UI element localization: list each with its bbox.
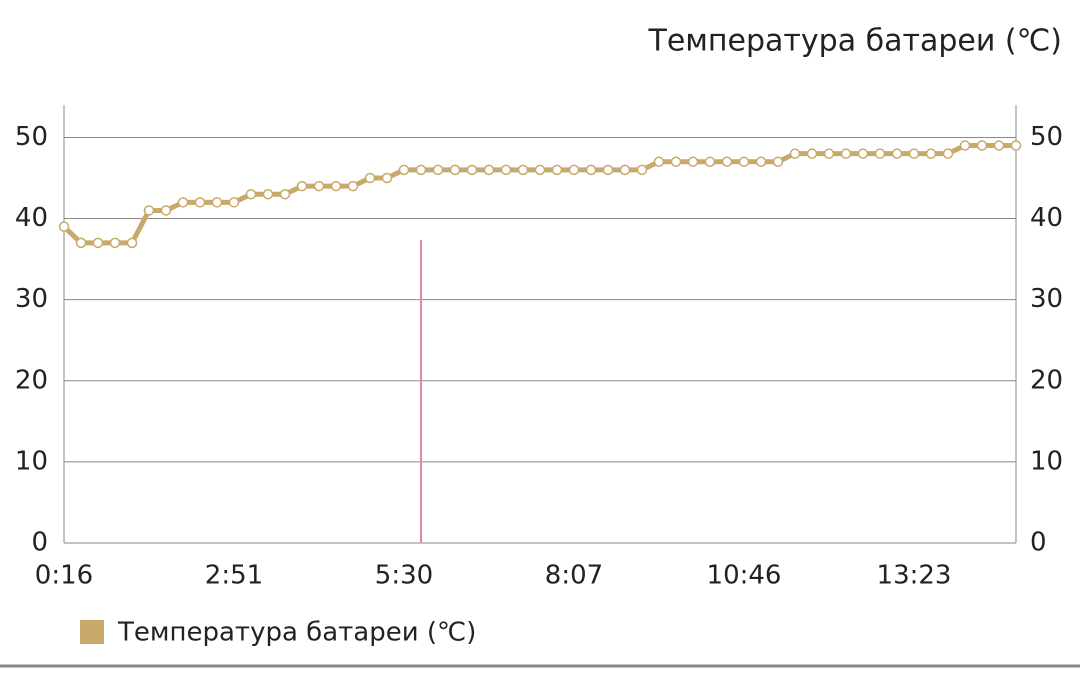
data-point — [687, 156, 699, 168]
data-point — [942, 148, 954, 159]
data-point — [296, 180, 308, 192]
data-point — [177, 197, 189, 208]
data-point — [738, 156, 750, 168]
y2-tick-label: 20 — [1030, 365, 1063, 395]
data-point — [160, 205, 172, 216]
data-point — [568, 164, 580, 176]
chart-title: Температура батареи (℃) — [648, 24, 1062, 59]
data-point — [432, 164, 444, 176]
data-point — [840, 148, 852, 159]
data-point — [806, 148, 818, 159]
y2-tick-label: 10 — [1030, 446, 1063, 476]
data-point — [857, 148, 869, 159]
data-point — [415, 164, 427, 176]
data-point — [109, 237, 121, 249]
data-point — [262, 188, 274, 200]
data-point — [211, 197, 223, 208]
y2-tick-label: 0 — [1030, 528, 1047, 558]
data-point — [92, 237, 104, 249]
data-point — [483, 164, 495, 176]
data-point — [279, 188, 291, 200]
y-tick-label: 30 — [15, 284, 48, 314]
data-point — [908, 148, 920, 159]
y2-tick-label: 50 — [1030, 122, 1063, 152]
y2-tick-label: 40 — [1030, 203, 1063, 233]
y-tick-label: 10 — [15, 446, 48, 476]
legend-swatch — [80, 620, 104, 644]
data-point — [517, 164, 529, 176]
data-point — [976, 140, 988, 151]
y-tick-label: 50 — [15, 122, 48, 152]
data-point — [925, 148, 937, 159]
data-point — [670, 156, 682, 168]
data-point — [653, 156, 665, 168]
data-point — [891, 148, 903, 159]
data-point — [789, 148, 801, 159]
data-point — [704, 156, 716, 168]
data-point — [619, 164, 631, 176]
data-point — [58, 221, 70, 232]
data-point — [823, 148, 835, 159]
data-point — [449, 164, 461, 176]
data-point — [874, 148, 886, 159]
y-tick-label: 20 — [15, 365, 48, 395]
x-tick-label: 10:46 — [707, 561, 782, 591]
y-tick-label: 40 — [15, 203, 48, 233]
data-point — [772, 156, 784, 168]
data-point — [755, 156, 767, 168]
data-point — [330, 180, 342, 192]
x-tick-label: 8:07 — [545, 561, 603, 591]
data-point — [551, 164, 563, 176]
data-point — [381, 172, 393, 184]
x-tick-label: 13:23 — [877, 561, 952, 591]
data-point — [143, 205, 155, 216]
data-point — [347, 180, 359, 192]
data-point — [398, 164, 410, 176]
data-point — [636, 164, 648, 176]
data-point — [959, 140, 971, 151]
data-point — [194, 197, 206, 208]
data-point — [602, 164, 614, 176]
x-tick-label: 5:30 — [375, 561, 433, 591]
data-point — [993, 140, 1005, 151]
data-line — [62, 143, 1016, 246]
data-point — [534, 164, 546, 176]
y-tick-label: 0 — [31, 528, 48, 558]
data-point — [500, 164, 512, 176]
data-point — [721, 156, 733, 168]
data-point — [75, 237, 87, 249]
legend-label: Температура батареи (℃) — [117, 618, 476, 648]
data-point — [364, 172, 376, 184]
data-point — [1010, 140, 1022, 151]
data-point — [466, 164, 478, 176]
data-point — [313, 180, 325, 192]
x-tick-label: 0:16 — [35, 561, 93, 591]
data-point — [245, 188, 257, 200]
y2-tick-label: 30 — [1030, 284, 1063, 314]
data-point — [585, 164, 597, 176]
x-tick-label: 2:51 — [205, 561, 263, 591]
data-point — [126, 237, 138, 249]
data-point — [228, 197, 240, 208]
